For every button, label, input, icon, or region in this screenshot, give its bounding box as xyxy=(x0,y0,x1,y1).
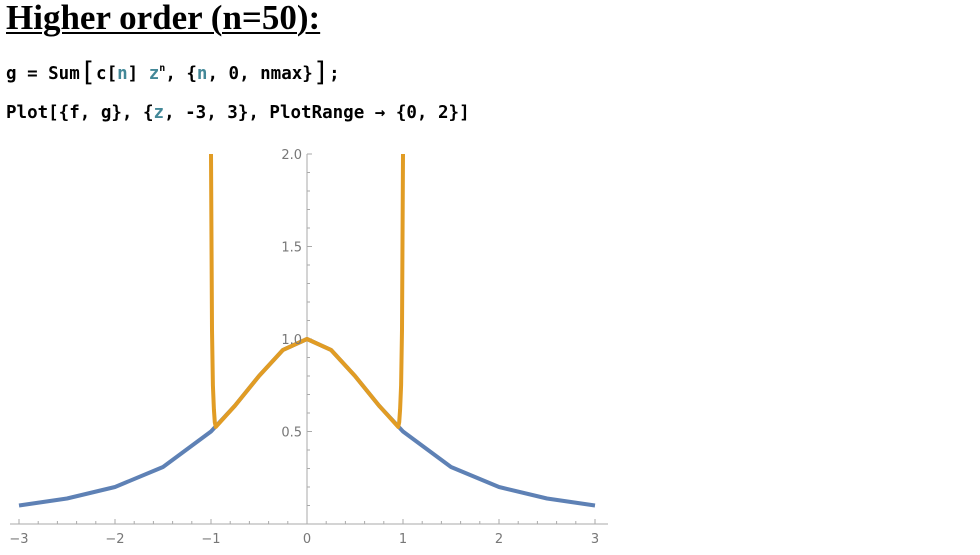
code-bracket-open: [ xyxy=(79,57,97,88)
code-token: , { xyxy=(165,64,197,84)
code-token: , -3, 3}, PlotRange → {0, 2}] xyxy=(164,103,470,123)
code-bracket-close: ] xyxy=(312,57,330,88)
code-token: ; xyxy=(329,64,340,84)
y-tick-label: 1.5 xyxy=(281,241,302,256)
series-line-g xyxy=(209,153,405,429)
x-tick-label: 2 xyxy=(495,532,503,547)
plot-graphic: −3 −2 −1 0 1 2 3 0.5 1.0 1.5 2.0 xyxy=(9,148,608,547)
code-variable: z xyxy=(148,64,160,84)
code-line-plot-command[interactable]: Plot[{f, g}, {z, -3, 3}, PlotRange → {0,… xyxy=(6,102,470,124)
section-heading: Higher order (n=50): xyxy=(6,0,321,37)
x-tick-label: 0 xyxy=(303,532,311,547)
code-token: ] xyxy=(127,64,149,84)
code-variable: z xyxy=(153,103,165,123)
code-superscript: n xyxy=(159,63,166,74)
code-variable: n xyxy=(117,64,128,84)
code-line-sum-definition[interactable]: g = Sum[c[n] zn, {n, 0, nmax}]; xyxy=(6,59,340,86)
y-tick-label: 1.0 xyxy=(281,333,302,348)
x-tick-label: 1 xyxy=(399,532,407,547)
code-variable: n xyxy=(196,64,208,84)
x-tick-label: 3 xyxy=(591,532,599,547)
x-tick-label: −3 xyxy=(9,532,28,547)
plot-curves xyxy=(18,153,596,508)
y-tick-label: 0.5 xyxy=(281,426,302,441)
code-token: c[ xyxy=(96,64,118,84)
x-tick-label: −2 xyxy=(105,532,124,547)
code-token: , 0, nmax} xyxy=(207,64,313,84)
code-token: g = Sum xyxy=(6,64,80,84)
code-token: Plot[{f, g}, { xyxy=(6,103,154,123)
y-tick-label: 2.0 xyxy=(281,148,302,163)
plot-tick-labels: −3 −2 −1 0 1 2 3 0.5 1.0 1.5 2.0 xyxy=(9,148,599,547)
x-tick-label: −1 xyxy=(201,532,220,547)
